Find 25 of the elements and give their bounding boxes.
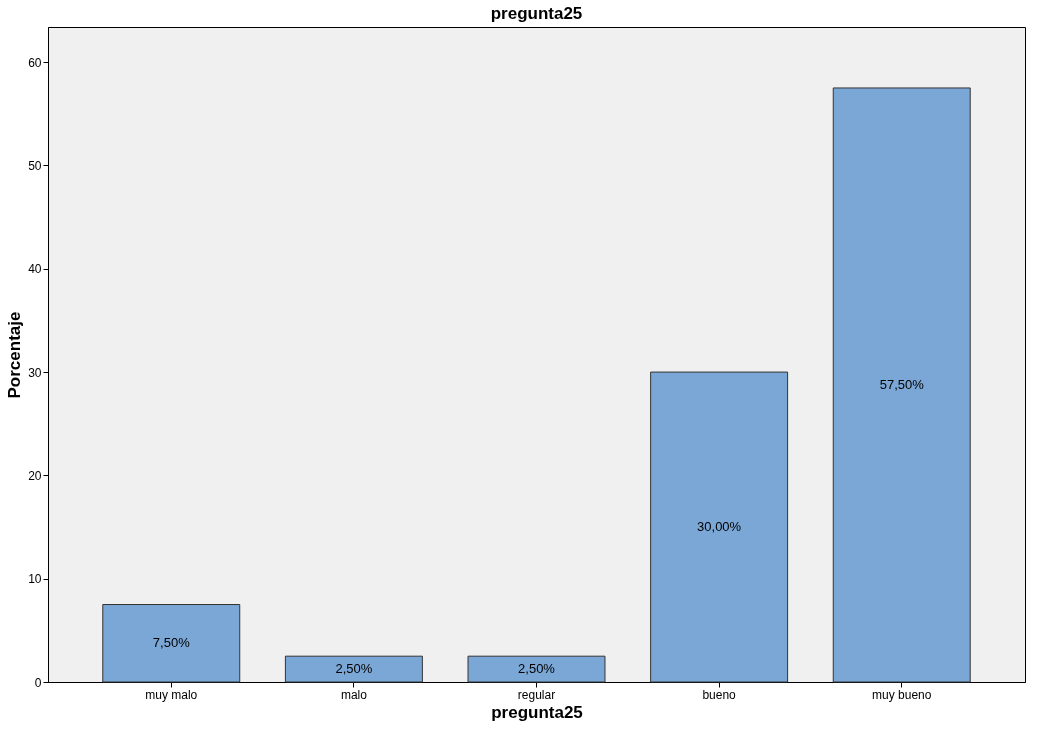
y-tick-label: 40 [28,262,42,277]
y-tick-label: 30 [28,365,42,380]
bar [650,371,789,683]
x-axis-title: pregunta25 [491,702,583,722]
x-tick-label: bueno [702,687,737,702]
y-tick-label: 0 [34,675,42,690]
x-tick-label: muy malo [145,687,198,702]
chart-title: pregunta25 [490,4,583,23]
data-label: 2,50% [335,661,373,677]
y-tick-label: 10 [28,572,42,587]
x-tick-label: muy bueno [872,687,932,702]
bar [284,655,423,683]
data-label: 2,50% [518,661,556,677]
y-tick-label: 20 [28,468,42,483]
y-axis-title: Porcentaje [5,311,25,399]
y-tick-label: 60 [28,55,42,70]
bar [832,87,971,683]
data-label: 30,00% [697,519,742,535]
x-tick-label: malo [340,687,368,702]
bar [467,655,606,683]
bar [102,604,241,683]
y-tick-label: 50 [28,158,42,173]
x-tick-label: regular [517,687,556,702]
data-label: 57,50% [879,376,925,392]
data-label: 7,50% [152,635,191,651]
